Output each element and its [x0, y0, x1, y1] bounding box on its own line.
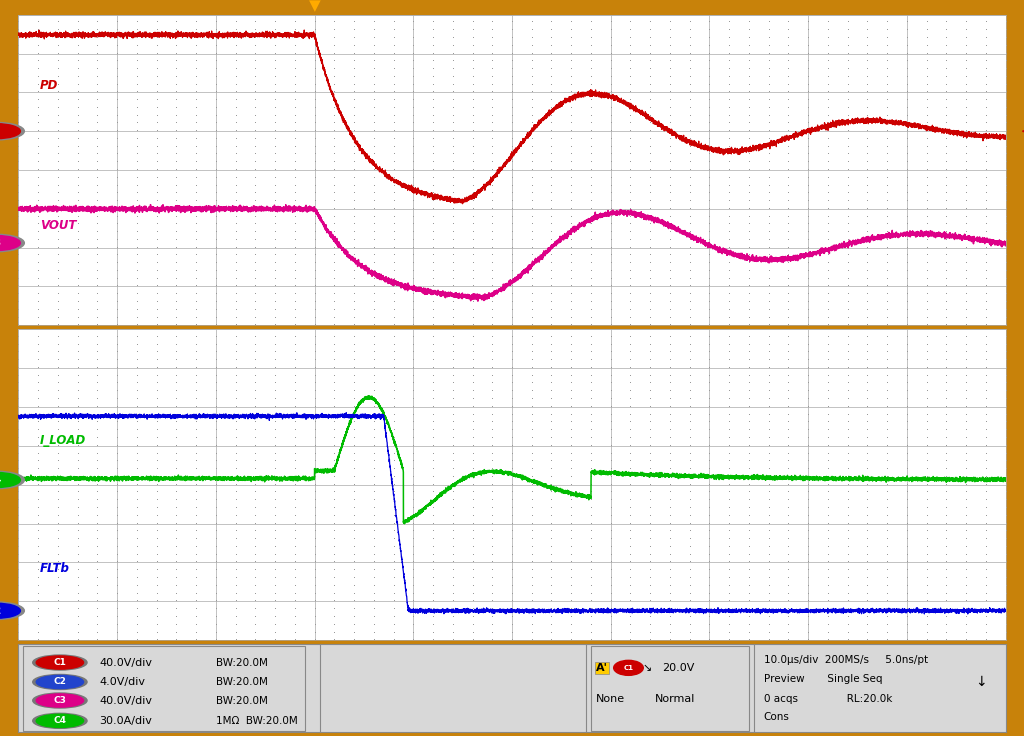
Text: A': A' — [596, 663, 608, 673]
Text: 10.0μs/div  200MS/s     5.0ns/pt: 10.0μs/div 200MS/s 5.0ns/pt — [764, 655, 928, 665]
Text: FLTb: FLTb — [40, 562, 70, 575]
Text: ▼: ▼ — [308, 0, 321, 13]
FancyBboxPatch shape — [591, 645, 749, 731]
Text: I_LOAD: I_LOAD — [40, 434, 86, 447]
Text: BW:20.0M: BW:20.0M — [216, 657, 267, 668]
FancyBboxPatch shape — [24, 645, 305, 731]
Ellipse shape — [36, 714, 84, 727]
Circle shape — [0, 471, 25, 489]
Text: 4.0V/div: 4.0V/div — [99, 677, 145, 687]
Text: 40.0V/div: 40.0V/div — [99, 696, 153, 706]
Text: C4: C4 — [53, 716, 67, 726]
Circle shape — [0, 234, 25, 252]
Text: C1: C1 — [624, 665, 634, 670]
Circle shape — [0, 602, 25, 620]
Circle shape — [0, 122, 25, 140]
Text: C1: C1 — [53, 658, 67, 667]
Text: PD: PD — [40, 79, 58, 92]
Text: BW:20.0M: BW:20.0M — [216, 677, 267, 687]
Text: Normal: Normal — [655, 694, 695, 704]
Text: 1MΩ  BW:20.0M: 1MΩ BW:20.0M — [216, 716, 298, 726]
Ellipse shape — [36, 656, 84, 669]
Text: 40.0V/div: 40.0V/div — [99, 657, 153, 668]
Circle shape — [0, 236, 20, 250]
Ellipse shape — [36, 694, 84, 707]
Text: Preview       Single Seq: Preview Single Seq — [764, 674, 883, 684]
Ellipse shape — [613, 660, 643, 676]
Circle shape — [0, 473, 20, 487]
Text: Cons: Cons — [764, 712, 790, 722]
Ellipse shape — [33, 693, 87, 708]
Text: None: None — [596, 694, 625, 704]
Text: ↓: ↓ — [975, 675, 987, 689]
Text: 30.0A/div: 30.0A/div — [99, 716, 153, 726]
Text: C2: C2 — [53, 677, 67, 687]
Circle shape — [0, 124, 20, 138]
Circle shape — [0, 604, 20, 618]
Text: 20.0V: 20.0V — [663, 663, 694, 673]
Ellipse shape — [33, 674, 87, 690]
Ellipse shape — [36, 676, 84, 689]
Text: ↘: ↘ — [642, 663, 651, 673]
Ellipse shape — [33, 655, 87, 670]
Text: 0 acqs               RL:20.0k: 0 acqs RL:20.0k — [764, 694, 892, 704]
Ellipse shape — [33, 713, 87, 729]
Text: BW:20.0M: BW:20.0M — [216, 696, 267, 706]
Text: C3: C3 — [53, 696, 67, 705]
Text: VOUT: VOUT — [40, 219, 77, 232]
